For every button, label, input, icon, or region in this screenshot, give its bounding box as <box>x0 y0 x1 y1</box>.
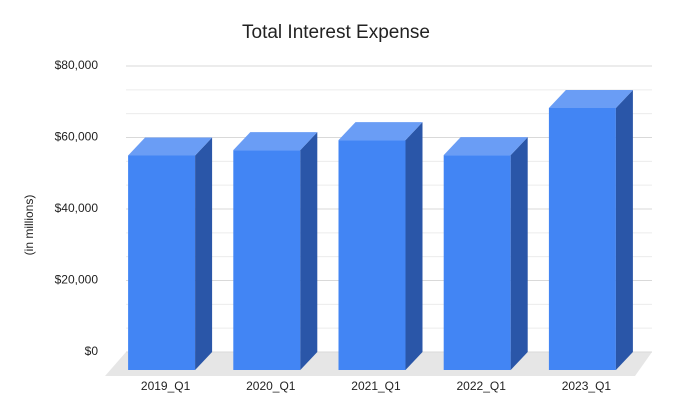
bar-top <box>548 89 633 108</box>
bar-front <box>233 150 301 370</box>
bar-side <box>405 122 423 370</box>
bar-top <box>128 137 213 156</box>
bar <box>233 132 318 370</box>
bar-top <box>233 132 318 151</box>
x-tick-label: 2020_Q1 <box>246 379 296 393</box>
y-tick-label: $20,000 <box>55 273 99 287</box>
y-tick-label: $40,000 <box>55 201 99 215</box>
bar-top <box>338 122 423 141</box>
y-axis-label: (in millions) <box>22 195 36 256</box>
y-tick-label: $60,000 <box>55 130 99 144</box>
bar <box>128 137 213 370</box>
chart-title: Total Interest Expense <box>242 22 430 43</box>
bar-side <box>195 137 213 370</box>
x-tick-label: 2023_Q1 <box>562 379 612 393</box>
bar-front <box>443 155 511 370</box>
x-tick-label: 2019_Q1 <box>141 379 191 393</box>
bar <box>443 137 528 370</box>
bar-side <box>615 89 633 370</box>
y-tick-label: $80,000 <box>55 58 99 72</box>
bar-front <box>338 140 406 370</box>
x-tick-label: 2022_Q1 <box>457 379 507 393</box>
bar-side <box>300 132 318 370</box>
bar <box>548 89 633 370</box>
bar-side <box>510 137 528 370</box>
y-tick-label: $0 <box>85 344 99 358</box>
bar <box>338 122 423 370</box>
bar-top <box>443 137 528 156</box>
x-tick-label: 2021_Q1 <box>351 379 401 393</box>
bar-front <box>128 155 196 370</box>
bar-front <box>548 107 616 370</box>
